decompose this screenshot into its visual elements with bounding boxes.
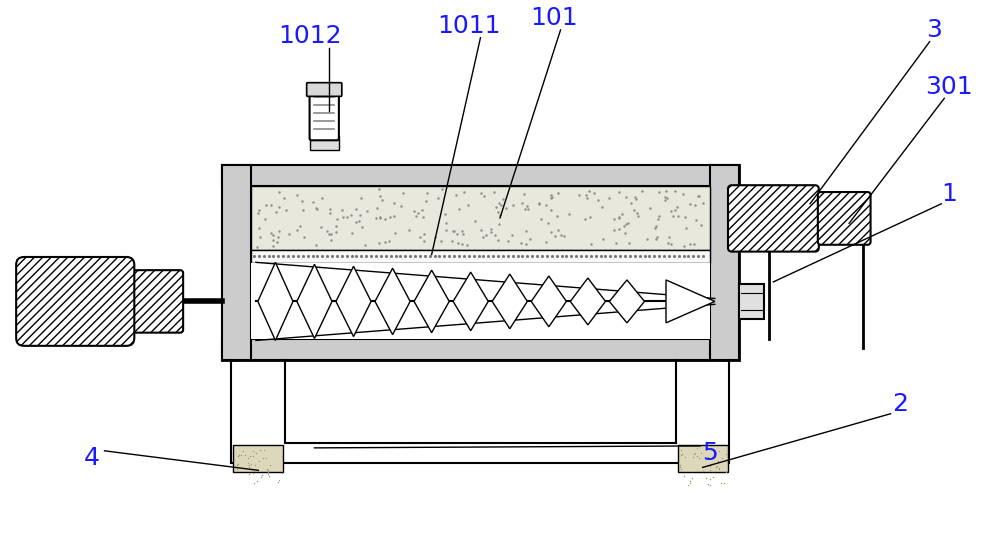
Polygon shape bbox=[375, 268, 410, 335]
FancyBboxPatch shape bbox=[818, 192, 871, 245]
Bar bbox=[739, 284, 764, 319]
Polygon shape bbox=[609, 280, 645, 323]
FancyBboxPatch shape bbox=[307, 83, 342, 96]
Text: 5: 5 bbox=[702, 441, 718, 465]
Polygon shape bbox=[453, 272, 488, 331]
FancyBboxPatch shape bbox=[16, 257, 134, 346]
Polygon shape bbox=[531, 276, 566, 327]
Polygon shape bbox=[570, 278, 605, 325]
FancyBboxPatch shape bbox=[728, 185, 819, 252]
Bar bbox=[222, 165, 739, 186]
Text: 1: 1 bbox=[941, 182, 957, 206]
Bar bbox=[310, 136, 339, 150]
Text: 101: 101 bbox=[530, 6, 578, 30]
Bar bbox=[251, 250, 710, 263]
Bar bbox=[678, 445, 728, 473]
FancyBboxPatch shape bbox=[133, 270, 183, 332]
Polygon shape bbox=[336, 266, 371, 337]
Bar bbox=[233, 445, 283, 473]
Polygon shape bbox=[297, 264, 332, 338]
Text: 3: 3 bbox=[927, 18, 942, 42]
Text: 301: 301 bbox=[925, 75, 973, 99]
Polygon shape bbox=[666, 280, 715, 323]
Text: 4: 4 bbox=[84, 446, 100, 470]
Bar bbox=[222, 165, 739, 360]
FancyBboxPatch shape bbox=[310, 90, 339, 140]
Text: 2: 2 bbox=[892, 392, 908, 416]
Bar bbox=[251, 263, 710, 338]
Bar bbox=[222, 338, 739, 360]
Bar bbox=[251, 186, 710, 250]
Text: 1012: 1012 bbox=[278, 24, 341, 48]
Polygon shape bbox=[492, 274, 527, 329]
Bar bbox=[222, 165, 251, 360]
Bar bbox=[710, 165, 739, 360]
Polygon shape bbox=[258, 263, 293, 340]
Text: 1011: 1011 bbox=[437, 14, 501, 38]
Polygon shape bbox=[414, 270, 449, 332]
